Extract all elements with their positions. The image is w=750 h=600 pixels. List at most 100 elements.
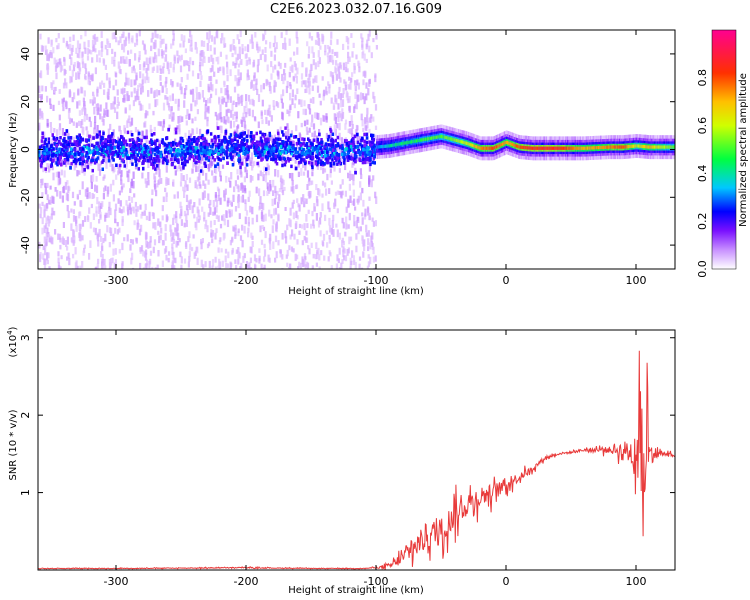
spectrogram-band-cell (174, 130, 178, 135)
spectrogram-noise-cell (257, 59, 260, 66)
spectrogram-noise-cell (183, 100, 186, 108)
spectrogram-noise-cell (297, 111, 300, 119)
spectrogram-noise-cell (263, 166, 266, 172)
spectrogram-band-cell (137, 151, 141, 155)
spectrogram-noise-cell (348, 183, 351, 191)
spectrogram-band-cell (135, 163, 138, 167)
spectrogram-noise-cell (319, 100, 322, 106)
spectrogram-noise-cell (327, 256, 330, 262)
spectrogram-noise-cell (125, 56, 128, 64)
spectrogram-noise-cell (244, 46, 247, 52)
spectrogram-band-cell (318, 157, 321, 161)
spectrogram-noise-cell (367, 230, 370, 237)
spectrogram-band-cell (164, 147, 168, 152)
spectrogram-noise-cell (97, 239, 100, 247)
spectrogram-band-cell (339, 144, 342, 149)
spectrogram-band-cell (47, 151, 50, 155)
spectrogram-noise-cell (340, 137, 343, 145)
spectrogram-noise-cell (317, 188, 320, 196)
spectrogram-band-cell (146, 159, 149, 163)
spectrogram-band-cell (294, 166, 298, 171)
spectrogram-band-cell (109, 136, 112, 141)
spectrogram-band-cell (151, 147, 154, 152)
spectrogram-band-cell (301, 137, 304, 141)
spectrogram-band-cell (265, 167, 268, 171)
spectrogram-noise-cell (98, 219, 101, 224)
spectrogram-noise-cell (74, 247, 77, 255)
spectrogram-noise-cell (349, 265, 352, 269)
spectrogram-noise-cell (279, 126, 282, 132)
spectrogram-band-cell (326, 160, 329, 165)
spectrogram-band-cell (101, 160, 104, 164)
spectrogram-noise-cell (111, 48, 114, 55)
spectrogram-noise-cell (374, 191, 377, 199)
spectrogram-ridge-cell (399, 142, 401, 146)
spectrogram-noise-cell (109, 183, 112, 192)
spectrogram-band-cell (40, 139, 44, 143)
spectrogram-noise-cell (117, 136, 120, 143)
spectrogram-noise-cell (335, 60, 338, 66)
spectrogram-noise-cell (132, 65, 135, 71)
spectrogram-noise-cell (150, 198, 154, 207)
spectrogram-noise-cell (239, 95, 242, 104)
spectrogram-noise-cell (175, 211, 178, 219)
spectrogram-band-cell (270, 157, 273, 161)
spectrogram-noise-cell (179, 213, 182, 219)
spectrogram-band-cell (326, 138, 330, 142)
spectrogram-band-cell (309, 156, 312, 160)
spectrogram-band-cell (331, 158, 334, 162)
spectrogram-noise-cell (108, 266, 112, 269)
spectrogram-band-cell (261, 153, 265, 157)
spectrogram-noise-cell (368, 128, 371, 133)
spectrogram-noise-cell (174, 228, 177, 236)
spectrogram-noise-cell (82, 97, 85, 103)
spectrogram-noise-cell (260, 263, 263, 269)
spectrogram-noise-cell (145, 263, 148, 269)
spectrogram-noise-cell (364, 117, 367, 125)
spectrogram-noise-cell (44, 258, 47, 265)
spectrogram-band-cell (73, 152, 77, 156)
spectrogram-noise-cell (219, 134, 222, 141)
spectrogram-noise-cell (208, 76, 211, 81)
spectrogram-noise-cell (229, 120, 232, 129)
spectrogram-noise-cell (154, 183, 157, 190)
spectrogram-band-cell (118, 149, 121, 153)
spectrogram-band-cell (227, 147, 230, 152)
spectrogram-noise-cell (115, 174, 118, 180)
spectrogram-noise-cell (89, 99, 92, 104)
spectrogram-noise-cell (129, 239, 133, 244)
spectrogram-noise-cell (298, 204, 301, 212)
spectrogram-noise-cell (366, 121, 369, 129)
spectrogram-noise-cell (180, 77, 183, 83)
spectrogram-band-cell (341, 152, 344, 156)
spectrogram-band-cell (367, 146, 370, 150)
spectrogram-noise-cell (207, 212, 210, 217)
spectrogram-noise-cell (116, 111, 119, 120)
spectrogram-noise-cell (300, 167, 303, 176)
spectrogram-noise-cell (179, 115, 182, 123)
spectrogram-noise-cell (213, 207, 216, 215)
spectrogram-band-cell (200, 148, 203, 153)
spectrogram-noise-cell (212, 176, 215, 183)
spectrogram-noise-cell (274, 191, 277, 199)
spectrogram-noise-cell (245, 261, 249, 268)
spectrogram-band-cell (86, 165, 90, 169)
spectrogram-band-cell (170, 157, 173, 162)
spectrogram-noise-cell (127, 77, 130, 86)
spectrogram-noise-cell (214, 194, 217, 202)
spectrogram-noise-cell (161, 260, 164, 268)
spectrogram-noise-cell (78, 170, 81, 175)
spectrogram-noise-cell (130, 257, 133, 265)
spectrogram-noise-cell (49, 103, 52, 110)
spectrogram-noise-cell (84, 63, 87, 69)
spectrogram-band-cell (75, 142, 78, 146)
spectrogram-band-cell (290, 164, 293, 169)
spectrogram-band-cell (279, 137, 282, 142)
spectrogram-noise-cell (286, 249, 289, 257)
spectrogram-noise-cell (335, 73, 338, 81)
spectrogram-noise-cell (298, 223, 302, 228)
spectrogram-noise-cell (47, 144, 51, 151)
spectrogram-band-cell (307, 152, 310, 156)
spectrogram-noise-cell (185, 114, 188, 120)
spectrogram-noise-cell (172, 217, 175, 226)
